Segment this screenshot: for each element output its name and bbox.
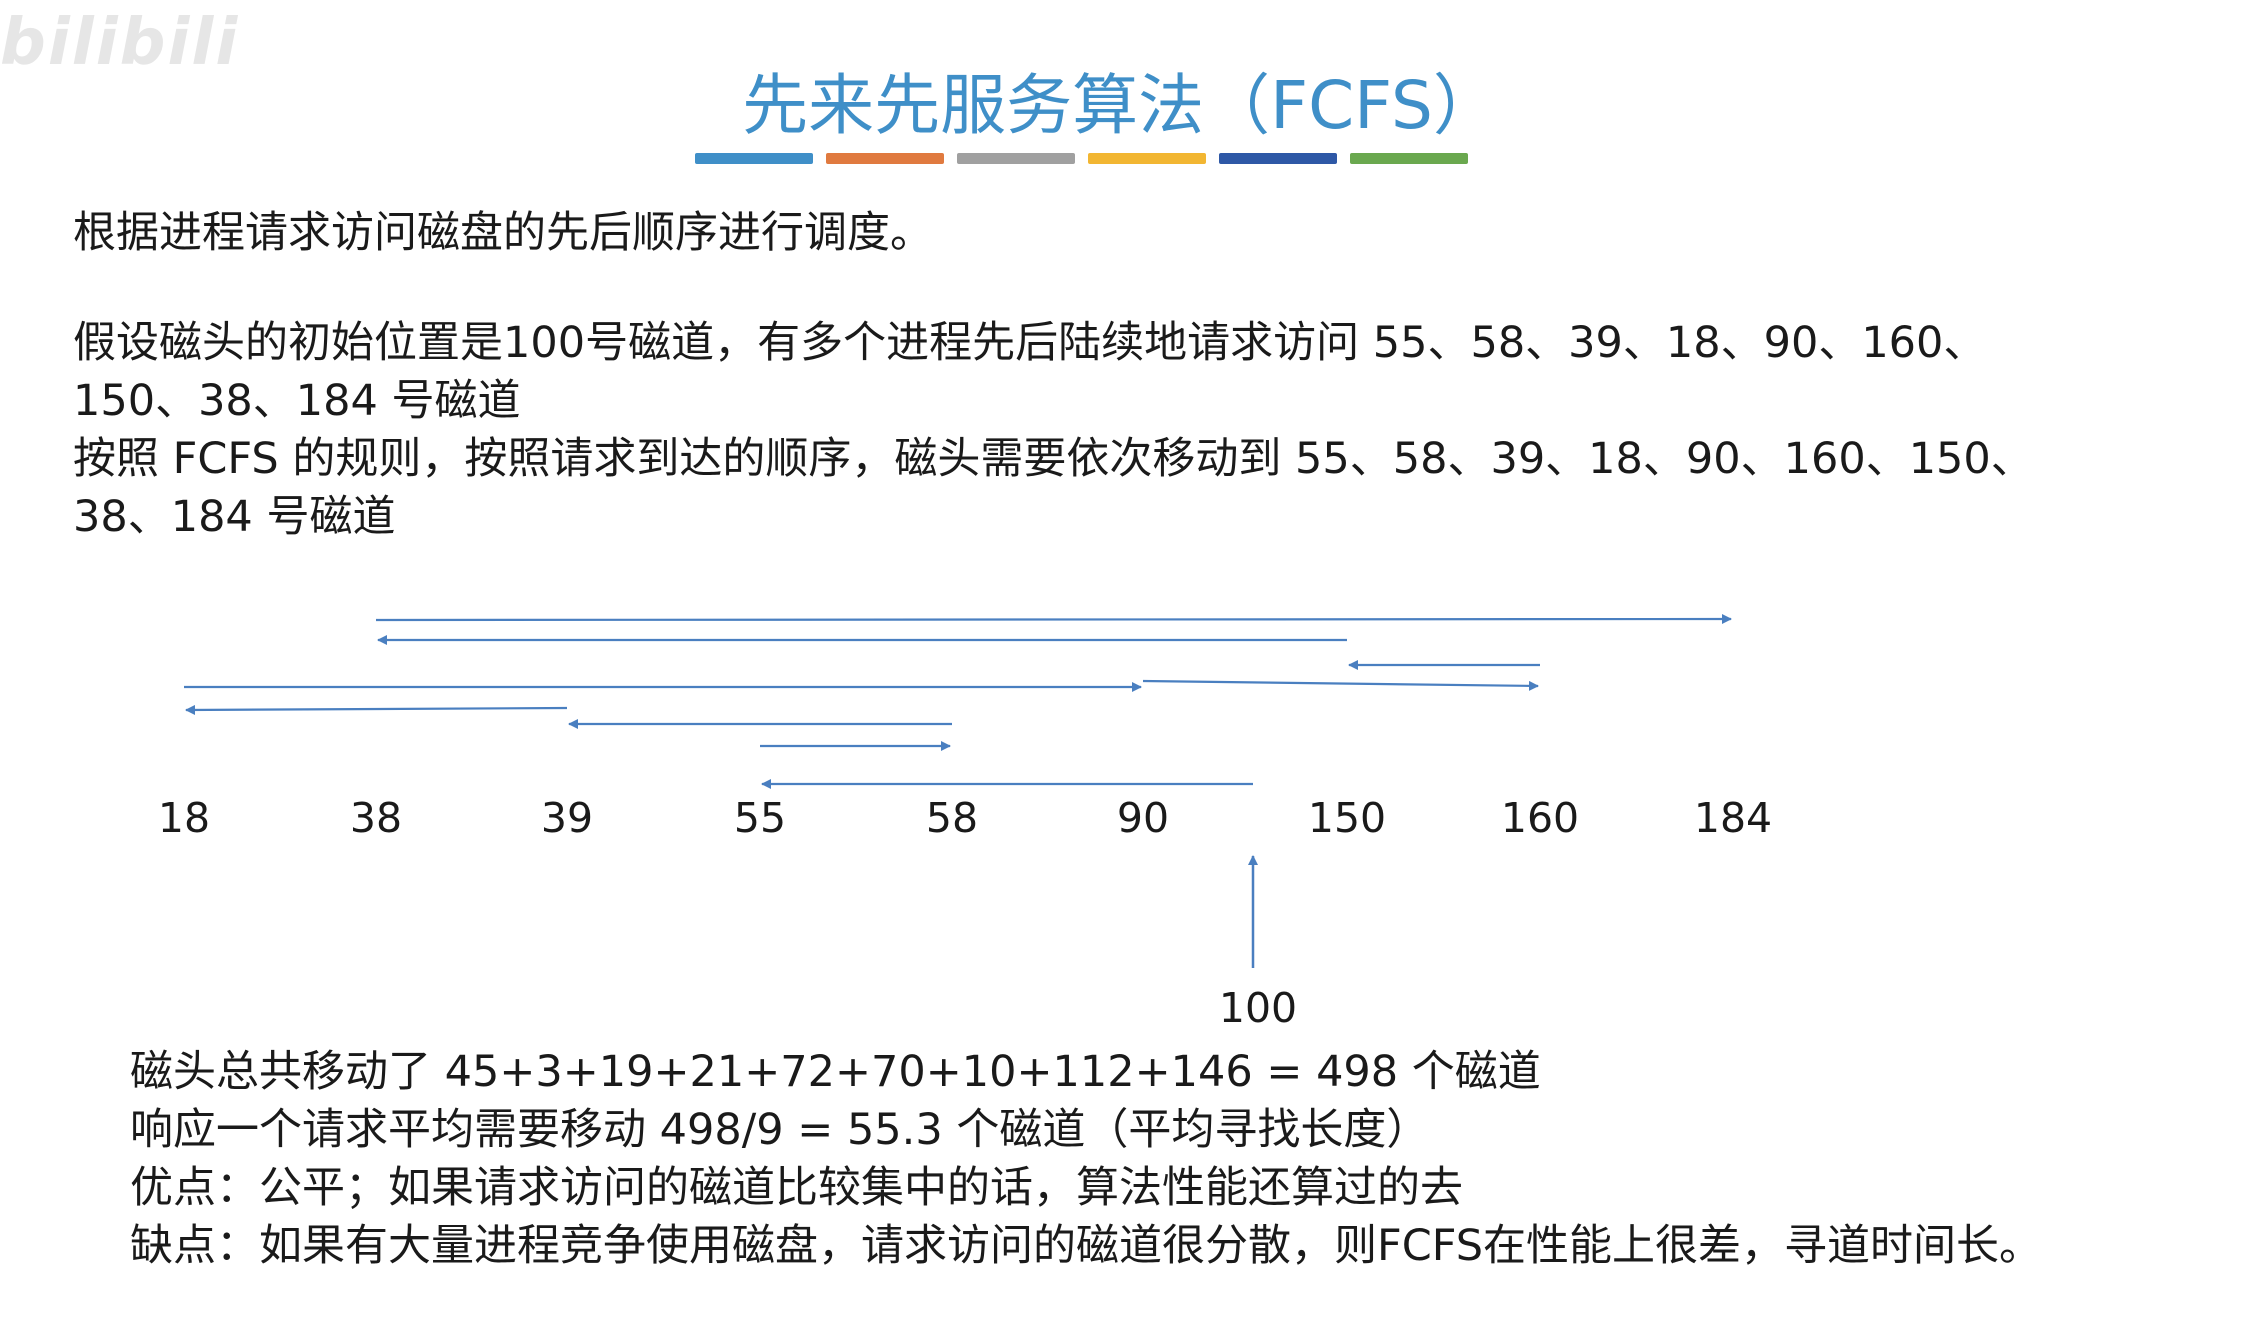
slide-title: 先来先服务算法（FCFS） [742,67,1499,144]
assumption-line-3: 按照 FCFS 的规则，按照请求到达的顺序，磁头需要依次移动到 55、58、39… [73,434,2034,484]
title-bar-segment [1088,153,1206,164]
summary-line-1: 磁头总共移动了 45+3+19+21+72+70+10+112+146 = 49… [130,1047,1541,1097]
summary-line-2: 响应一个请求平均需要移动 498/9 = 55.3 个磁道（平均寻找长度） [130,1105,1430,1155]
intro-text: 根据进程请求访问磁盘的先后顺序进行调度。 [73,208,933,258]
track-label-160: 160 [1501,794,1579,842]
summary-line-4: 缺点：如果有大量进程竞争使用磁盘，请求访问的磁道很分散，则FCFS在性能上很差，… [130,1221,2043,1271]
track-label-184: 184 [1694,794,1772,842]
assumption-line-1: 假设磁头的初始位置是100号磁道，有多个进程先后陆续地请求访问 55、58、39… [73,318,1987,368]
assumption-line-2: 150、38、184 号磁道 [73,376,521,426]
track-label-150: 150 [1308,794,1386,842]
track-label-55: 55 [734,794,786,842]
assumption-line-4: 38、184 号磁道 [73,492,396,542]
start-position-label: 100 [1219,984,1297,1032]
title-bar-segment [826,153,944,164]
track-label-38: 38 [350,794,402,842]
seek-arrow-39-to-18 [185,704,568,715]
seek-arrow-90-to-160 [1142,679,1539,691]
track-label-39: 39 [541,794,593,842]
seek-arrow-38-to-184 [375,614,1732,625]
title-color-bar [695,153,1468,164]
summary-block: 磁头总共移动了 45+3+19+21+72+70+10+112+146 = 49… [130,1043,2042,1275]
watermark-logo: bilibili [0,6,240,80]
summary-line-3: 优点：公平；如果请求访问的磁道比较集中的话，算法性能还算过的去 [130,1163,1463,1213]
track-label-90: 90 [1117,794,1169,842]
title-bar-segment [1350,153,1468,164]
assumption-block: 假设磁头的初始位置是100号磁道，有多个进程先后陆续地请求访问 55、58、39… [73,314,2034,546]
title-bar-segment [957,153,1075,164]
title-bar-segment [1219,153,1337,164]
title-bar-segment [695,153,813,164]
track-label-18: 18 [158,794,210,842]
track-label-58: 58 [926,794,978,842]
